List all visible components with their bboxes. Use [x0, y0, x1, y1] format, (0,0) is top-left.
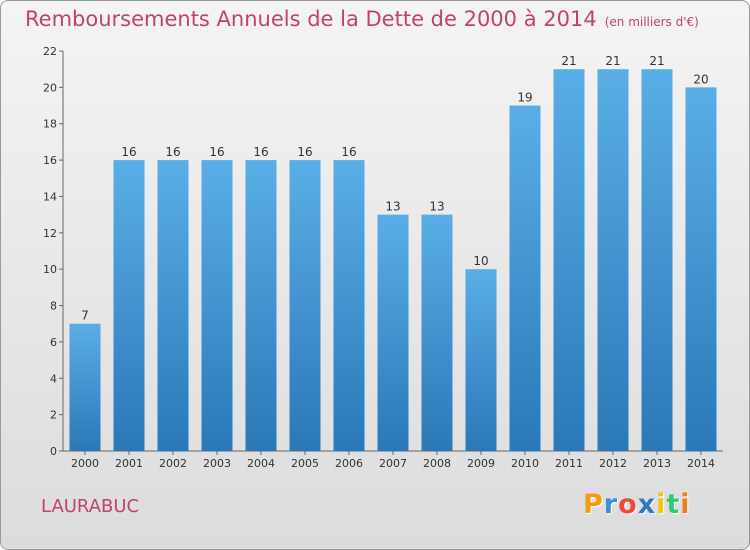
y-tick-label: 4	[50, 372, 57, 385]
y-tick-label: 20	[43, 81, 57, 94]
bar	[597, 69, 629, 451]
y-tick-label: 2	[50, 409, 57, 422]
bar	[465, 269, 497, 451]
bar	[157, 160, 189, 451]
bar-value-label: 21	[605, 54, 620, 68]
bar	[113, 160, 145, 451]
bar	[685, 87, 717, 451]
y-tick-label: 22	[43, 45, 57, 58]
bar	[333, 160, 365, 451]
logo-letter: P	[583, 489, 604, 520]
x-tick-label: 2013	[643, 457, 671, 470]
bar-value-label: 16	[341, 145, 356, 159]
logo-letter: r	[603, 489, 619, 520]
y-tick-label: 0	[50, 445, 57, 458]
y-tick-label: 6	[50, 336, 57, 349]
x-tick-label: 2012	[599, 457, 627, 470]
x-tick-label: 2000	[71, 457, 99, 470]
chart-title-text: Remboursements Annuels de la Dette de 20…	[25, 7, 597, 31]
logo-letter: i	[680, 489, 691, 520]
logo-letter: o	[618, 489, 638, 520]
bar	[201, 160, 233, 451]
y-tick-label: 8	[50, 300, 57, 313]
bar	[641, 69, 673, 451]
x-tick-label: 2004	[247, 457, 275, 470]
chart-labels: 2000 7 2001 16 2002 16 2003 16 2004 16 2005 16 2006 1…	[71, 54, 715, 470]
bar	[69, 323, 101, 451]
bar-value-label: 13	[429, 200, 444, 214]
y-tick-label: 10	[43, 263, 57, 276]
bar	[421, 214, 453, 451]
x-tick-label: 2003	[203, 457, 231, 470]
x-tick-label: 2009	[467, 457, 495, 470]
bar-value-label: 21	[649, 54, 664, 68]
logo-letter: t	[666, 489, 681, 520]
y-tick-label: 14	[43, 190, 57, 203]
bar-value-label: 20	[693, 72, 708, 86]
y-tick-label: 18	[43, 118, 57, 131]
bar	[245, 160, 277, 451]
x-tick-label: 2008	[423, 457, 451, 470]
x-tick-label: 2007	[379, 457, 407, 470]
proxiti-logo: Proxiti	[583, 489, 691, 520]
bar-value-label: 13	[385, 200, 400, 214]
bar	[377, 214, 409, 451]
chart-title: Remboursements Annuels de la Dette de 20…	[25, 7, 699, 31]
chart-unit: (en milliers d'€)	[604, 15, 699, 29]
y-tick-label: 16	[43, 154, 57, 167]
bar	[289, 160, 321, 451]
bar-value-label: 21	[561, 54, 576, 68]
x-tick-label: 2005	[291, 457, 319, 470]
logo-letter: x	[637, 489, 657, 520]
bar-value-label: 16	[297, 145, 312, 159]
bar-value-label: 10	[473, 254, 488, 268]
bar-value-label: 19	[517, 91, 532, 105]
x-tick-label: 2011	[555, 457, 583, 470]
bar-value-label: 16	[209, 145, 224, 159]
bar	[553, 69, 585, 451]
bar	[509, 105, 541, 451]
y-tick-label: 12	[43, 227, 57, 240]
x-tick-label: 2010	[511, 457, 539, 470]
x-tick-label: 2014	[687, 457, 715, 470]
bar-value-label: 16	[121, 145, 136, 159]
bar-value-label: 7	[81, 309, 89, 323]
bar-value-label: 16	[253, 145, 268, 159]
x-tick-label: 2002	[159, 457, 187, 470]
logo-letter: i	[656, 489, 667, 520]
location-name: LAURABUC	[41, 496, 140, 517]
x-tick-label: 2001	[115, 457, 143, 470]
bar-value-label: 16	[165, 145, 180, 159]
chart-bars	[69, 69, 717, 451]
x-tick-label: 2006	[335, 457, 363, 470]
